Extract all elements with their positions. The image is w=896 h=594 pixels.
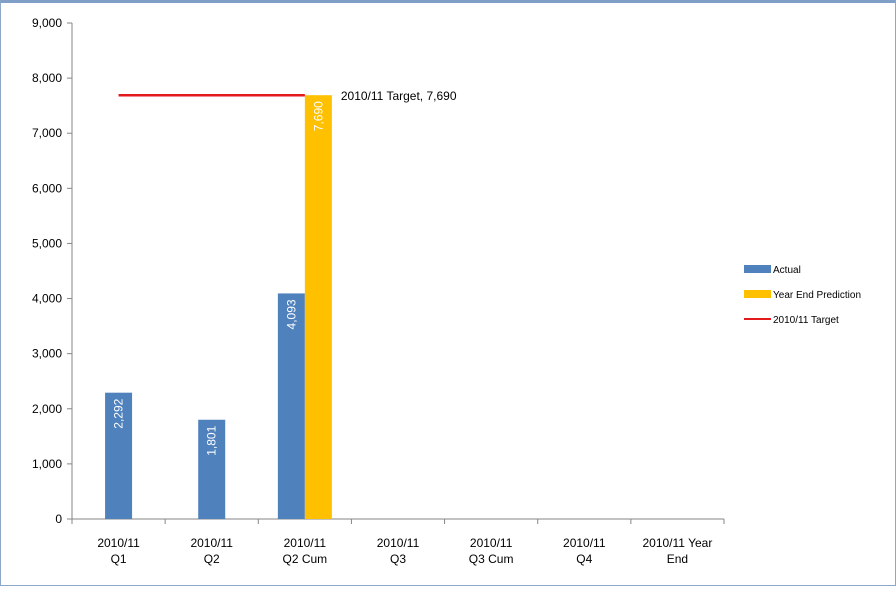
x-tick-label: Q2 xyxy=(204,552,220,566)
x-tick-label: Q2 Cum xyxy=(283,552,328,566)
x-tick-label: End xyxy=(667,552,688,566)
x-tick-label: 2010/11 xyxy=(190,536,233,550)
y-tick-label: 3,000 xyxy=(32,347,62,361)
bar-data-label: 4,093 xyxy=(284,299,298,329)
bars: 2,292 1,801 4,093 7,690 xyxy=(105,95,332,519)
bar-actual xyxy=(105,392,133,519)
x-tick-label: 2010/11 xyxy=(377,536,420,550)
bar-year-end-prediction xyxy=(304,95,332,519)
legend-label: Year End Prediction xyxy=(773,290,861,301)
y-tick-label: 0 xyxy=(55,512,62,526)
x-tick-label: 2010/11 xyxy=(97,536,140,550)
legend-label: 2010/11 Target xyxy=(773,315,839,326)
legend-swatch xyxy=(744,290,771,298)
x-tick-label: Q3 Cum xyxy=(469,552,514,566)
y-axis-ticks: 0 1,000 2,000 3,000 4,000 5,000 6,000 7,000 8,00… xyxy=(32,16,72,526)
axes xyxy=(71,23,724,520)
y-tick-label: 4,000 xyxy=(32,292,62,306)
x-tick-label: Q1 xyxy=(111,552,127,566)
x-axis-ticks: 2010/11 Q1 2010/11 Q2 2010/11 Q2 Cum 2010/11 Q3… xyxy=(71,519,725,566)
y-tick-label: 1,000 xyxy=(32,457,62,471)
x-tick-label: Q4 xyxy=(576,552,592,566)
bar-data-label: 2,292 xyxy=(112,398,126,428)
bar-actual xyxy=(277,293,305,519)
bar-data-label: 1,801 xyxy=(205,425,219,455)
y-tick-label: 8,000 xyxy=(32,71,62,85)
target-line-group: 2010/11 Target, 7,690 xyxy=(118,89,457,103)
y-tick-label: 5,000 xyxy=(32,236,62,250)
x-tick-label: 2010/11 Year xyxy=(642,536,712,550)
y-tick-label: 2,000 xyxy=(32,402,62,416)
bar-chart: 0 1,000 2,000 3,000 4,000 5,000 6,000 7,000 8,00… xyxy=(32,16,861,566)
x-tick-label: 2010/11 xyxy=(284,536,327,550)
x-tick-label: 2010/11 xyxy=(470,536,513,550)
x-tick-label: Q3 xyxy=(390,552,406,566)
x-tick-label: 2010/11 xyxy=(563,536,606,550)
y-tick-label: 6,000 xyxy=(32,181,62,195)
legend-label: Actual xyxy=(773,265,801,276)
y-tick-label: 9,000 xyxy=(32,16,62,30)
legend-swatch xyxy=(744,265,771,273)
bar-actual xyxy=(198,419,226,519)
legend: Actual Year End Prediction 2010/11 Target xyxy=(744,265,861,326)
bar-data-label: 7,690 xyxy=(311,101,325,131)
target-line-annotation: 2010/11 Target, 7,690 xyxy=(341,89,457,103)
y-tick-label: 7,000 xyxy=(32,126,62,140)
